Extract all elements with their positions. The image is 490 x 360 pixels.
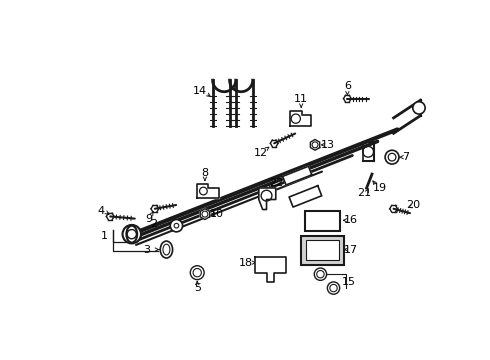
Polygon shape <box>290 111 311 126</box>
Text: 7: 7 <box>402 152 410 162</box>
Text: 16: 16 <box>343 215 358 225</box>
Circle shape <box>413 102 425 114</box>
Text: 21: 21 <box>357 188 371 198</box>
Ellipse shape <box>160 241 172 258</box>
Text: 1: 1 <box>101 231 108 241</box>
Polygon shape <box>200 209 210 220</box>
Text: 4: 4 <box>98 206 104 216</box>
Text: 3: 3 <box>144 244 151 255</box>
Text: 9: 9 <box>145 214 152 224</box>
Polygon shape <box>255 257 286 282</box>
Circle shape <box>385 150 399 164</box>
Text: 5: 5 <box>194 283 201 293</box>
Polygon shape <box>197 184 219 198</box>
Text: 11: 11 <box>294 94 308 104</box>
Circle shape <box>327 282 340 294</box>
Text: 15: 15 <box>342 277 356 287</box>
Text: 18: 18 <box>239 258 253 267</box>
Text: 22: 22 <box>270 178 284 188</box>
FancyBboxPatch shape <box>301 236 343 265</box>
Circle shape <box>190 266 204 280</box>
Polygon shape <box>289 186 322 207</box>
Text: 14: 14 <box>193 86 207 96</box>
Text: 13: 13 <box>321 140 335 150</box>
Circle shape <box>314 268 327 280</box>
Circle shape <box>171 220 183 232</box>
Text: 19: 19 <box>373 183 387 193</box>
Circle shape <box>122 225 141 243</box>
Polygon shape <box>283 166 312 185</box>
FancyBboxPatch shape <box>305 211 340 231</box>
Text: 10: 10 <box>210 209 223 219</box>
Text: 8: 8 <box>201 167 208 177</box>
Polygon shape <box>259 188 276 210</box>
FancyBboxPatch shape <box>306 240 339 260</box>
Text: 12: 12 <box>254 148 268 158</box>
Text: 2: 2 <box>150 219 157 229</box>
Text: 20: 20 <box>406 200 420 210</box>
Text: 17: 17 <box>343 244 358 255</box>
Polygon shape <box>310 139 319 150</box>
Text: 6: 6 <box>344 81 351 91</box>
